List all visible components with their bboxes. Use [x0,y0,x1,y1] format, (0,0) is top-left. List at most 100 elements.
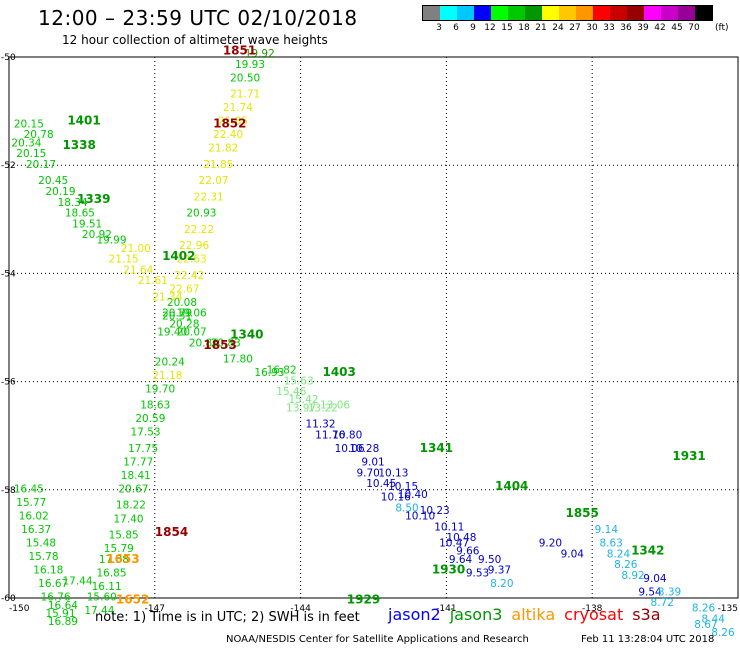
color-scale-swatch [661,6,678,20]
wave-height-value: 10.15 [388,481,418,493]
pass-time-label: 1851 [223,43,256,57]
wave-height-value: 15.79 [104,543,134,555]
color-scale-label: 30 [586,23,598,33]
color-scale-swatch [440,6,457,20]
wave-height-value: 18.34 [58,197,88,209]
wave-height-value: 16.37 [21,524,51,536]
wave-height-value: 15.46 [276,386,306,398]
generation-timestamp: Feb 11 13:28:04 UTC 2018 [581,634,715,645]
wave-height-value: 15.63 [284,375,314,387]
wave-height-value: 8.26 [692,603,716,615]
color-scale-swatch [576,6,593,20]
wave-height-value: 9.53 [466,567,489,579]
pass-time-label: 1401 [67,114,100,128]
lat-tick-label: -56 [1,378,16,388]
wave-height-value: 22.67 [169,283,199,295]
wave-height-value: 10.10 [405,511,435,523]
wave-height-value: 10.13 [378,467,408,479]
wave-height-value: 19.92 [245,48,275,60]
wave-height-value: 17.80 [223,354,253,366]
lat-tick-label: -50 [1,53,16,63]
wave-height-value: 8.50 [395,502,418,514]
wave-height-value: 21.61 [138,275,168,287]
wave-height-value: 20.28 [169,319,199,331]
color-scale-swatch [627,6,644,20]
wave-height-value: 15.91 [45,608,75,620]
wave-height-value: 22.42 [174,270,204,282]
wave-height-value: 16.82 [267,364,297,376]
color-scale-swatch [491,6,508,20]
wave-height-value: 15.78 [28,551,58,563]
wave-height-value: 10.47 [439,538,469,550]
lat-tick-label: -52 [1,161,16,171]
color-scale-swatch [678,6,695,20]
color-scale-label: 6 [453,23,459,33]
wave-height-value: 8.26 [711,627,735,639]
legend-s3a: s3a [632,605,661,624]
wave-height-value: 21.00 [121,243,151,255]
wave-height-value: 9.66 [456,546,480,558]
color-scale-unit: (ft) [715,23,729,33]
wave-height-value: 21.34 [152,291,182,303]
wave-height-value: 20.83 [211,337,241,349]
wave-height-value: 21.85 [203,159,233,171]
wave-height-value: 9.01 [361,456,384,468]
page-title: 12:00 – 23:59 UTC 02/10/2018 [38,6,358,30]
wave-height-value: 10.11 [434,521,464,533]
wave-height-value: 22.07 [199,175,229,187]
wave-height-value: 19.93 [235,59,265,71]
wave-height-value: 17.44 [84,605,114,617]
pass-time-label: 1852 [213,116,246,130]
wave-height-value: 20.07 [177,327,207,339]
wave-height-value: 8.92 [621,570,644,582]
wave-height-value: 8.63 [599,538,622,550]
color-scale-swatch [474,6,491,20]
wave-height-value: 20.24 [155,356,185,368]
wave-height-value: 22.22 [184,224,214,236]
pass-time-label: 1653 [106,552,139,566]
pass-time-label: 1403 [322,365,355,379]
wave-height-value: 21.74 [223,102,253,114]
wave-height-value: 16.67 [38,578,68,590]
lat-tick-label: -54 [1,269,16,279]
color-scale-label: 12 [484,23,496,33]
wave-height-value: 8.26 [614,559,638,571]
wave-height-value: 11.76 [315,429,345,441]
wave-height-value: 20.59 [135,413,165,425]
wave-height-value: 22.96 [179,240,209,252]
color-scale-swatch [423,6,440,20]
lon-tick-label: -141 [436,604,456,614]
wave-height-value: 16.85 [96,567,126,579]
lat-tick-label: -60 [1,594,16,604]
wave-height-value: 9.50 [478,554,501,566]
color-scale-swatch [525,6,542,20]
wave-height-value: 19.51 [72,218,102,230]
wave-height-value: 17.44 [62,575,92,587]
wave-height-value: 9.04 [643,573,667,585]
color-scale-label: 21 [535,23,547,33]
wave-height-value: 9.04 [561,548,585,560]
wave-height-value: 9.14 [595,524,619,536]
color-scale-label: 27 [569,23,581,33]
wave-height-value: 8.67 [694,619,717,631]
wave-height-value: 15.77 [16,497,46,509]
pass-time-label: 1855 [565,506,598,520]
pass-time-label: 1402 [162,249,195,263]
wave-height-value: 19.40 [157,327,187,339]
wave-height-value: 20.34 [11,137,41,149]
satellite-legend: jason2 jason3 altika cryosat s3a [388,605,670,624]
wave-height-value: 21.18 [152,370,182,382]
wave-height-value: 9.37 [488,565,511,577]
wave-height-value: 15.60 [87,592,117,604]
wave-height-value: 17.77 [123,456,153,468]
pass-time-label: 1929 [347,592,380,606]
wave-height-value: 19.06 [177,308,207,320]
color-scale-swatch [559,6,576,20]
lon-tick-label: -138 [582,604,603,614]
wave-height-value: 13.97 [286,402,316,414]
lon-tick-label: -150 [9,604,30,614]
wave-height-value: 20.78 [24,129,54,141]
wave-height-value: 20.50 [230,72,260,84]
wave-height-value: 9.54 [638,586,662,598]
